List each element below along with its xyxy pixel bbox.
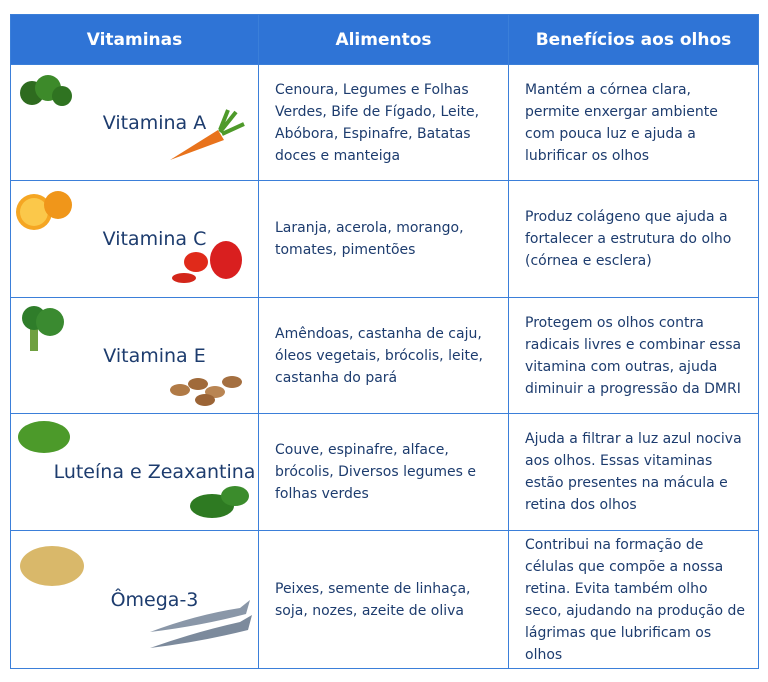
vitamin-name-text: Vitamina E <box>103 344 206 367</box>
header-cell-text: Alimentos <box>335 29 432 50</box>
vitamin-name-text: Luteína e Zeaxantina <box>53 461 256 483</box>
foods: Laranja, acerola, morango, tomates, pime… <box>258 180 509 298</box>
benefits: Ajuda a filtrar a luz azul nociva aos ol… <box>508 413 759 531</box>
benefits-text: Protegem os olhos contra radicais livres… <box>525 314 742 397</box>
benefits: Produz colágeno que ajuda a fortalecer a… <box>508 180 759 298</box>
header-cell-text: Vitaminas <box>86 29 183 50</box>
vitamin-name-text: Vitamina A <box>102 111 207 134</box>
header-cell-text: Benefícios aos olhos <box>535 29 732 50</box>
header-cell: Vitaminas <box>10 14 259 65</box>
foods-text: Laranja, acerola, morango, tomates, pime… <box>275 220 464 258</box>
foods: Couve, espinafre, alface, brócolis, Dive… <box>258 413 509 531</box>
foods-text: Cenoura, Legumes e Folhas Verdes, Bife d… <box>275 81 480 164</box>
benefits: Protegem os olhos contra radicais livres… <box>508 297 759 414</box>
header-cell: Benefícios aos olhos <box>508 14 759 65</box>
benefits-text: Contribui na formação de células que com… <box>525 536 746 663</box>
vitamin-name: Vitamina E <box>10 297 259 414</box>
foods: Cenoura, Legumes e Folhas Verdes, Bife d… <box>258 64 509 181</box>
vitamin-name: Vitamina C <box>10 180 259 298</box>
vitamin-name-text: Vitamina C <box>102 228 207 250</box>
foods-text: Peixes, semente de linhaça, soja, nozes,… <box>275 580 471 619</box>
vitamin-name: Ômega-3 <box>10 530 259 669</box>
foods: Peixes, semente de linhaça, soja, nozes,… <box>258 530 509 669</box>
header-cell: Alimentos <box>258 14 509 65</box>
foods-text: Amêndoas, castanha de caju, óleos vegeta… <box>275 325 484 386</box>
benefits: Contribui na formação de células que com… <box>508 530 759 669</box>
benefits-text: Produz colágeno que ajuda a fortalecer a… <box>525 209 732 269</box>
benefits: Mantém a córnea clara, permite enxergar … <box>508 64 759 181</box>
foods: Amêndoas, castanha de caju, óleos vegeta… <box>258 297 509 414</box>
vitamin-name: Luteína e Zeaxantina <box>10 413 259 531</box>
vitamin-name: Vitamina A <box>10 64 259 181</box>
vitamin-name-text: Ômega-3 <box>110 588 199 611</box>
benefits-text: Mantém a córnea clara, permite enxergar … <box>525 81 718 164</box>
foods-text: Couve, espinafre, alface, brócolis, Dive… <box>275 442 476 502</box>
benefits-text: Ajuda a filtrar a luz azul nociva aos ol… <box>525 431 742 513</box>
